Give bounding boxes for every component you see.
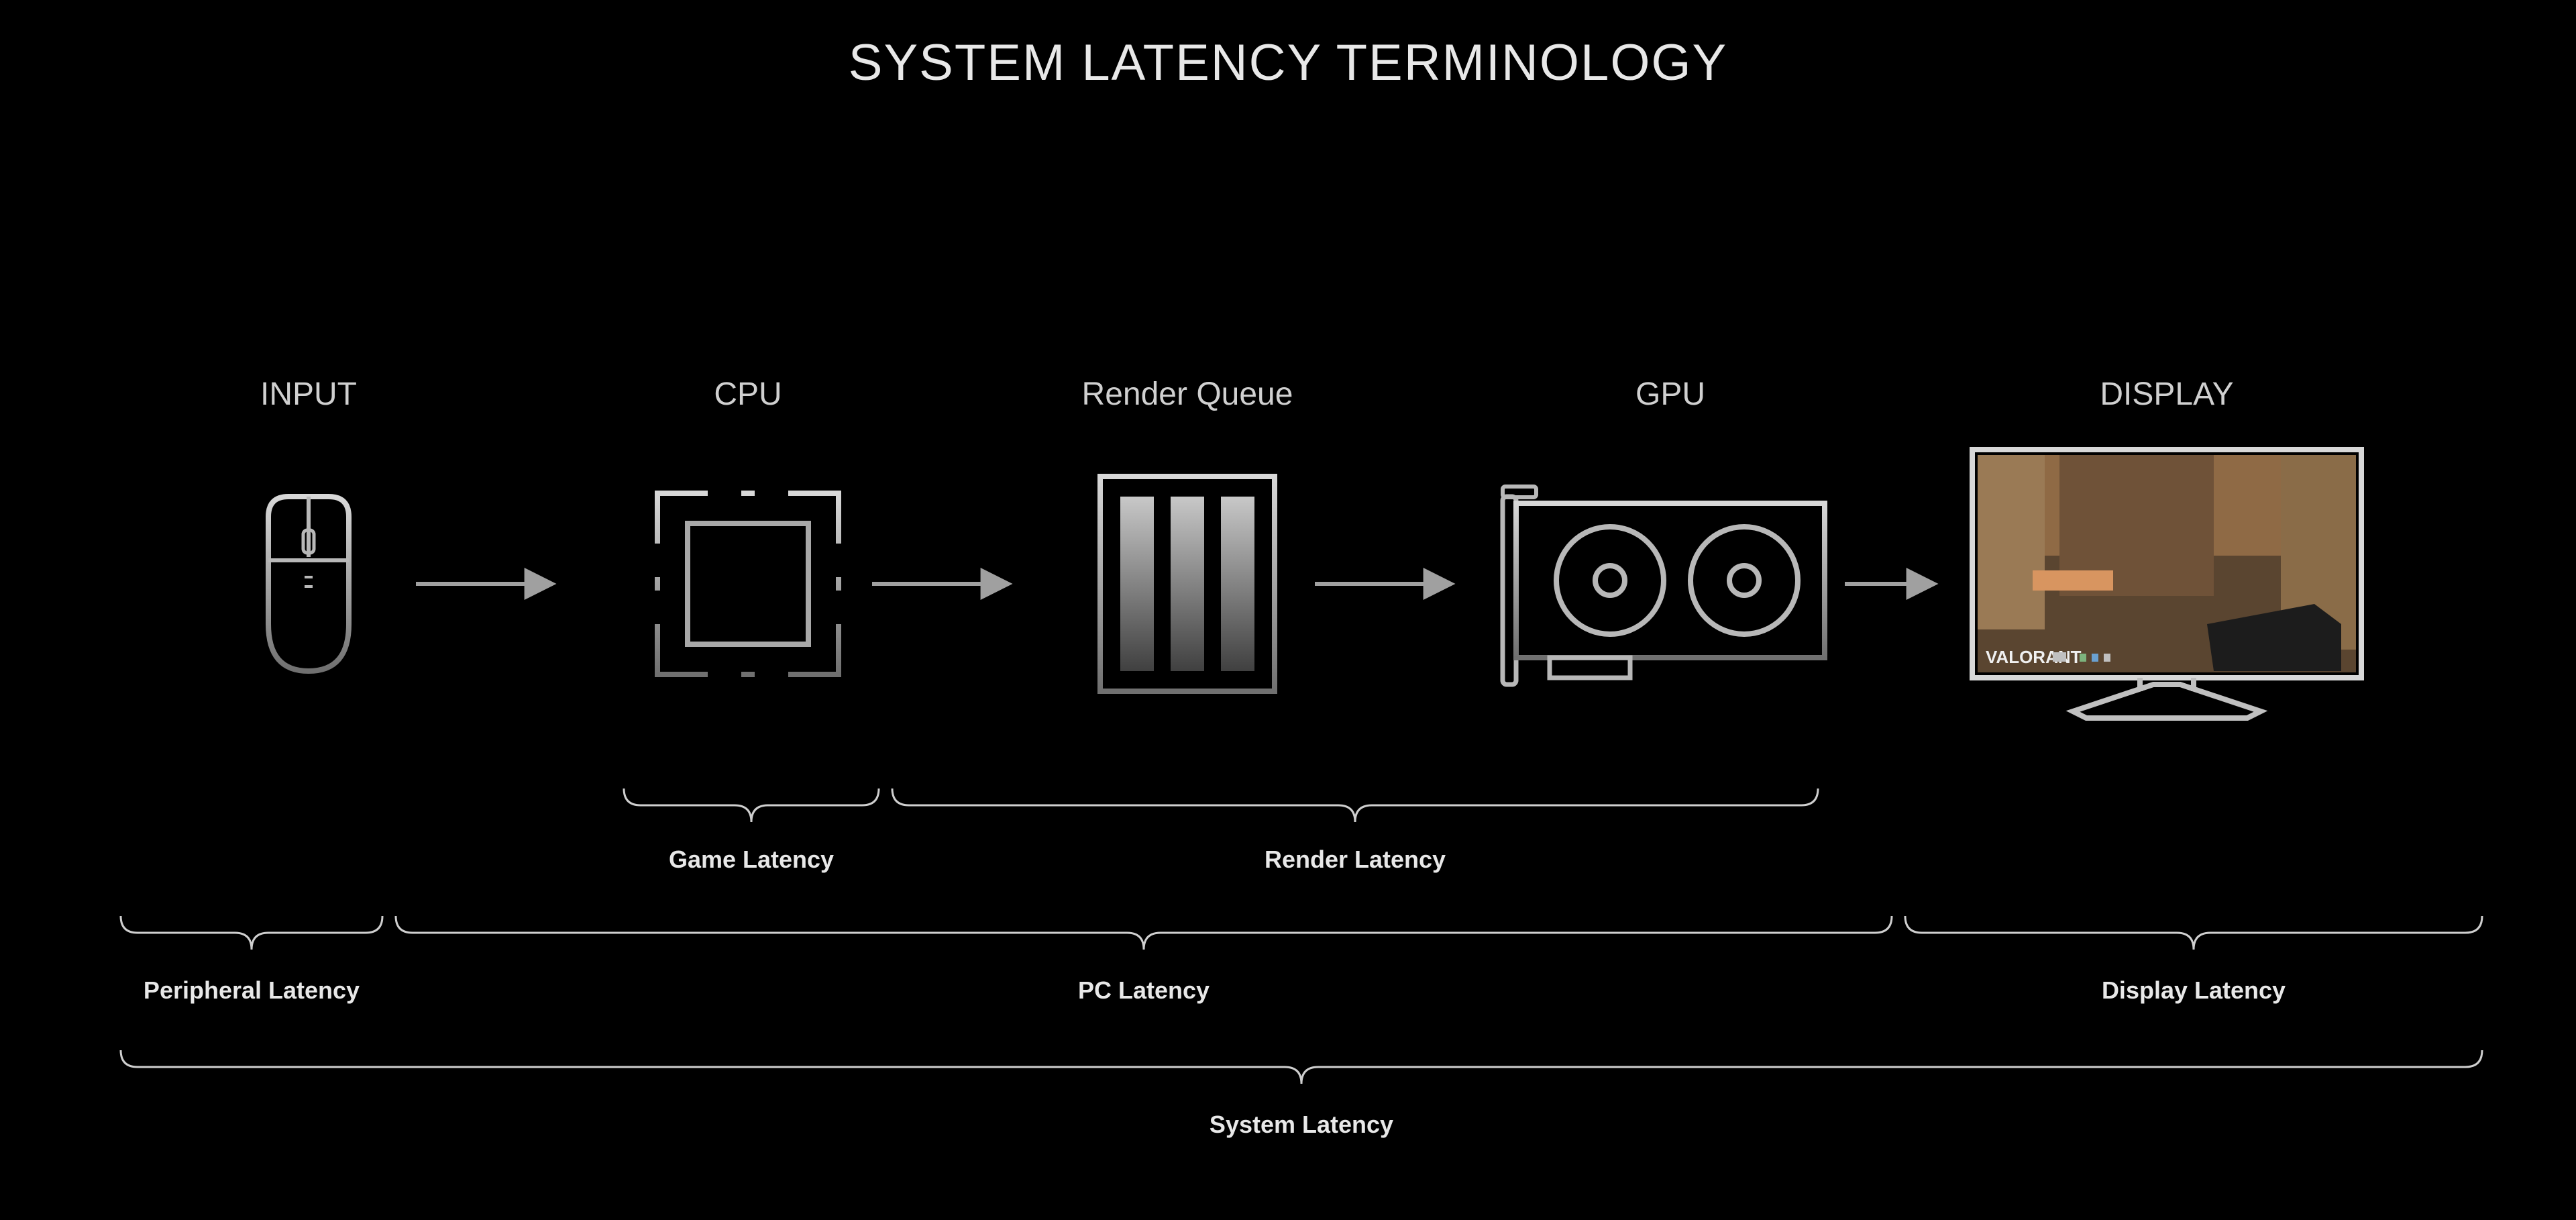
cpu-icon xyxy=(652,488,844,680)
mouse-icon xyxy=(268,497,349,671)
monitor-icon: VALORANT xyxy=(1972,450,2361,718)
diagram-canvas: VALORANT xyxy=(0,0,2576,1220)
brackets xyxy=(121,789,2482,1084)
monitor-game-text: VALORANT xyxy=(1986,647,2082,667)
bracket-peripheral-latency xyxy=(121,916,382,950)
bracket-render-latency xyxy=(892,789,1818,822)
bracket-display-latency xyxy=(1905,916,2482,950)
bracket-game-latency xyxy=(624,789,879,822)
render-queue-icon xyxy=(1100,476,1275,691)
gpu-icon xyxy=(1503,487,1825,684)
bracket-pc-latency xyxy=(396,916,1892,950)
bracket-system-latency xyxy=(121,1050,2482,1084)
